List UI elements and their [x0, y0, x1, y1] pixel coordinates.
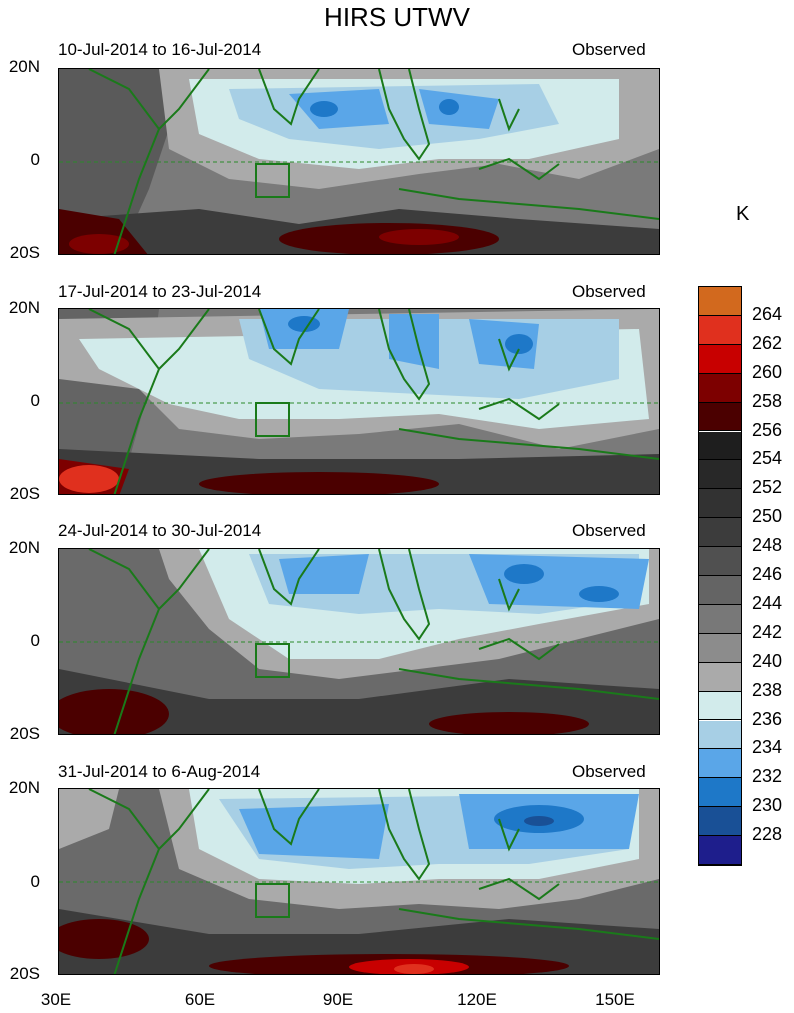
map-3-field — [59, 549, 659, 734]
colorbar-segment — [699, 749, 741, 779]
map-panel-2 — [58, 308, 660, 495]
colorbar-tick-label: 248 — [752, 535, 783, 556]
colorbar-segment — [699, 836, 741, 865]
y-label-20s: 20S — [9, 724, 40, 743]
x-label-30e: 30E — [40, 990, 72, 1009]
colorbar-segment — [699, 315, 741, 345]
map-panel-3 — [58, 548, 660, 735]
y-label-20n: 20N — [8, 57, 40, 76]
panel-3-dates: 24-Jul-2014 to 30-Jul-2014 — [58, 521, 262, 540]
x-label-90e: 90E — [322, 990, 354, 1009]
colorbar-segment — [699, 402, 741, 432]
colorbar-tick-label: 260 — [752, 361, 783, 382]
map-panel-1 — [58, 68, 660, 255]
colorbar-segment — [699, 576, 741, 605]
panel-3-tag: Observed — [572, 521, 646, 540]
colorbar-segment — [699, 431, 741, 461]
panel-1-tag: Observed — [572, 40, 646, 59]
panel-4-dates: 31-Jul-2014 to 6-Aug-2014 — [58, 762, 261, 781]
colorbar-tick-label: 262 — [752, 332, 783, 353]
y-label-20s: 20S — [9, 484, 40, 503]
colorbar-tick-label: 264 — [752, 303, 783, 324]
colorbar-segment — [699, 518, 741, 548]
colorbar-segment — [699, 604, 741, 634]
colorbar-segment — [699, 344, 741, 374]
colorbar-tick-label: 256 — [752, 419, 783, 440]
colorbar-tick-label: 242 — [752, 621, 783, 642]
colorbar-tick-label: 240 — [752, 650, 783, 671]
colorbar-segment — [699, 287, 741, 316]
x-label-150e: 150E — [595, 990, 635, 1009]
colorbar-tick-label: 258 — [752, 390, 783, 411]
colorbar-tick-label: 234 — [752, 737, 783, 758]
y-label-0: 0 — [30, 872, 40, 891]
y-label-20n: 20N — [8, 778, 40, 797]
colorbar-segment — [699, 460, 741, 490]
colorbar-segment — [699, 489, 741, 519]
colorbar-tick-label: 232 — [752, 766, 783, 787]
y-label-0: 0 — [30, 391, 40, 410]
colorbar-tick-label: 230 — [752, 795, 783, 816]
map-4-field — [59, 789, 659, 974]
colorbar-tick-label: 228 — [752, 824, 783, 845]
x-label-60e: 60E — [184, 990, 216, 1009]
colorbar-segment — [699, 720, 741, 750]
colorbar-segment — [699, 691, 741, 721]
y-label-0: 0 — [30, 631, 40, 650]
colorbar-segment — [699, 373, 741, 403]
colorbar-segment — [699, 662, 741, 692]
colorbar-segment — [699, 633, 741, 663]
panel-1-dates: 10-Jul-2014 to 16-Jul-2014 — [58, 40, 262, 59]
y-label-0: 0 — [30, 150, 40, 169]
colorbar-segment — [699, 807, 741, 837]
colorbar-segment — [699, 547, 741, 576]
colorbar-segment — [699, 778, 741, 808]
y-label-20n: 20N — [8, 298, 40, 317]
figure-title: HIRS UTWV — [324, 2, 470, 32]
colorbar-tick-label: 250 — [752, 506, 783, 527]
colorbar-tick-label: 254 — [752, 448, 783, 469]
colorbar-tick-label: 252 — [752, 477, 783, 498]
colorbar-tick-label: 236 — [752, 708, 783, 729]
y-label-20s: 20S — [9, 243, 40, 262]
colorbar — [698, 286, 742, 866]
colorbar-unit: K — [736, 203, 750, 225]
colorbar-tick-label: 238 — [752, 679, 783, 700]
panel-2-tag: Observed — [572, 282, 646, 301]
colorbar-tick-label: 244 — [752, 592, 783, 613]
panel-4-tag: Observed — [572, 762, 646, 781]
map-1-field — [59, 69, 659, 254]
y-label-20s: 20S — [9, 964, 40, 983]
x-label-120e: 120E — [457, 990, 497, 1009]
y-label-20n: 20N — [8, 538, 40, 557]
map-panel-4 — [58, 788, 660, 975]
colorbar-tick-label: 246 — [752, 564, 783, 584]
map-2-field — [59, 309, 659, 494]
panel-2-dates: 17-Jul-2014 to 23-Jul-2014 — [58, 282, 262, 301]
